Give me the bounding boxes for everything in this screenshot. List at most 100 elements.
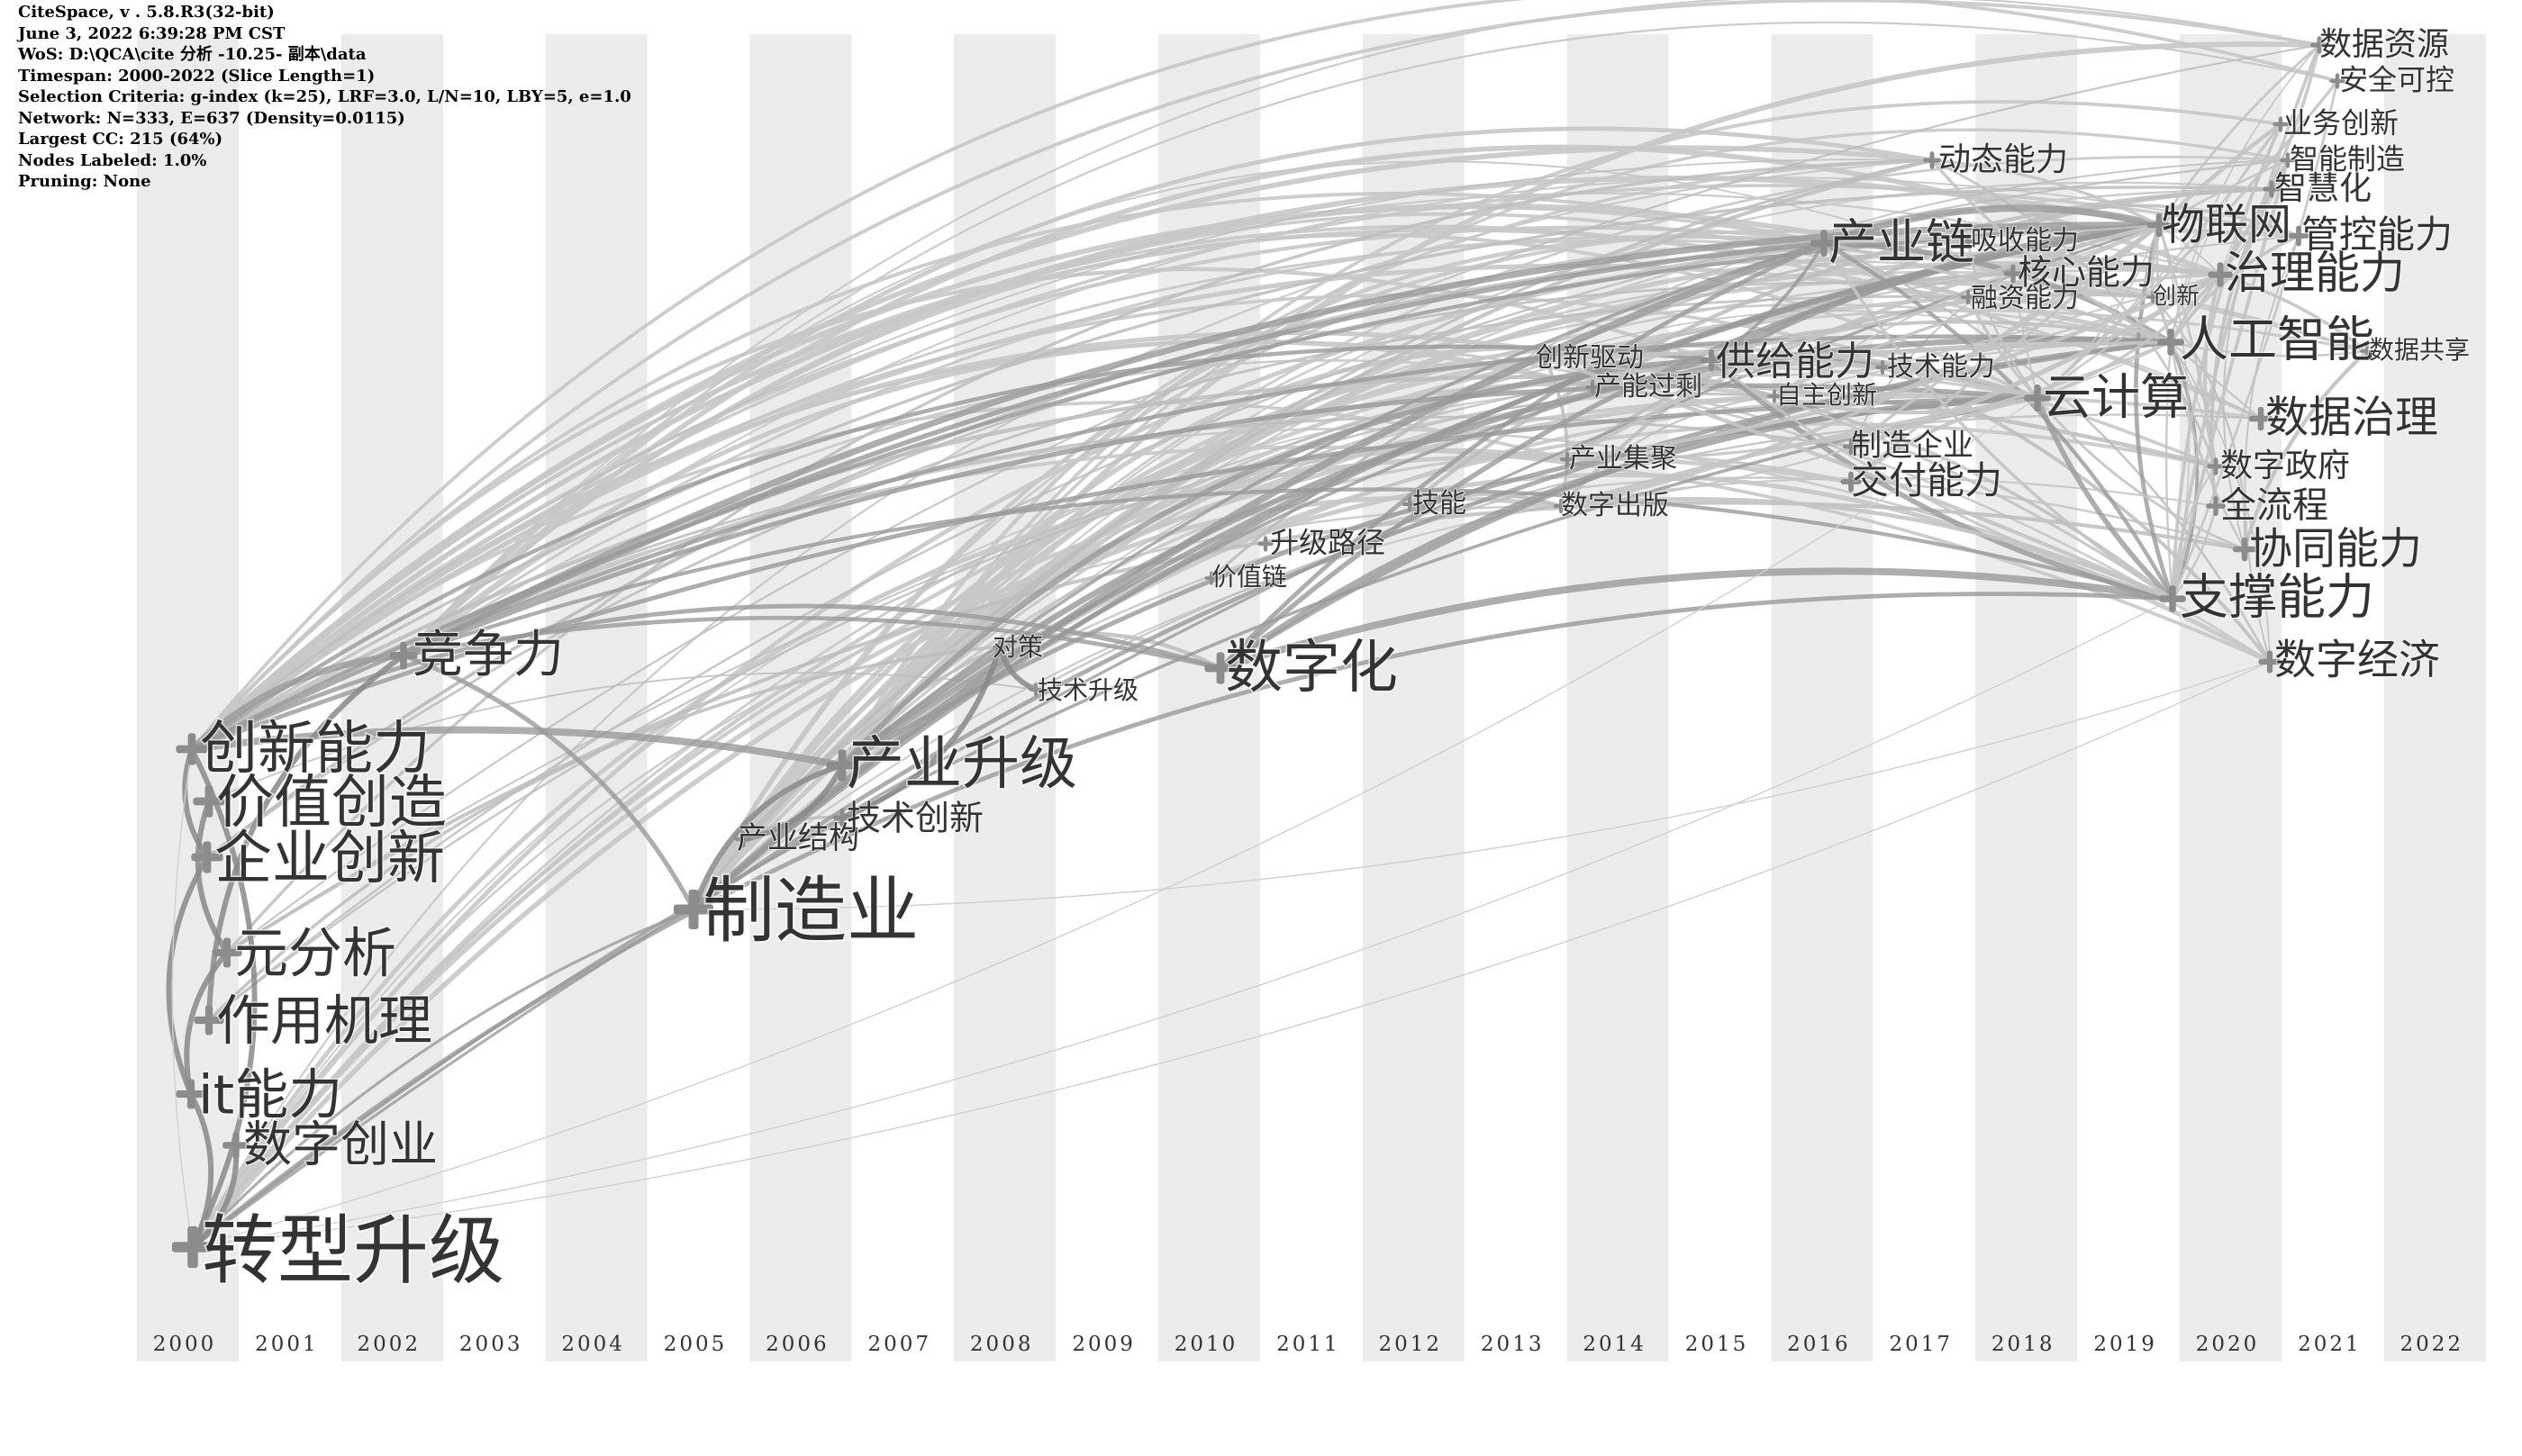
keyword-node[interactable] — [2288, 225, 2309, 247]
keyword-label[interactable]: 支撑能力 — [2179, 567, 2376, 627]
keyword-label[interactable]: 技能 — [1411, 487, 1467, 520]
keyword-node[interactable] — [2273, 116, 2289, 132]
keyword-node[interactable] — [1257, 536, 1274, 552]
keyword-label[interactable]: 数字出版 — [1560, 489, 1670, 522]
keyword-node[interactable] — [1767, 389, 1782, 403]
keyword-label[interactable]: 产能过剩 — [1593, 370, 1703, 403]
keyword-node[interactable] — [2146, 213, 2172, 238]
keyword-label[interactable]: 升级路径 — [1269, 525, 1386, 561]
keyword-node[interactable] — [176, 1079, 206, 1109]
keyword-node[interactable] — [1537, 350, 1553, 366]
keyword-label[interactable]: 技术创新 — [846, 798, 984, 839]
keyword-label[interactable]: 数字化 — [1223, 633, 1399, 702]
keyword-label[interactable]: 吸收能力 — [1970, 224, 2080, 258]
keyword-label[interactable]: 元分析 — [233, 921, 398, 987]
keyword-label[interactable]: 动态能力 — [1937, 140, 2069, 179]
keyword-label[interactable]: 数字经济 — [2273, 634, 2441, 684]
keyword-label[interactable]: 产业链 — [1828, 213, 1976, 272]
keyword-label[interactable]: 数据治理 — [2264, 391, 2439, 443]
keyword-label[interactable]: 企业创新 — [213, 824, 446, 893]
keyword-label[interactable]: 数字创业 — [242, 1115, 440, 1174]
keyword-label[interactable]: 数据共享 — [2368, 334, 2471, 366]
keyword-node[interactable] — [1923, 151, 1941, 169]
keyword-node[interactable] — [1584, 379, 1601, 395]
keyword-label[interactable]: 数据资源 — [2318, 25, 2450, 64]
keyword-label[interactable]: 物联网 — [2161, 198, 2292, 250]
keyword-label[interactable]: 价值创造 — [214, 768, 448, 837]
keyword-label[interactable]: 创新 — [2152, 282, 2200, 311]
keyword-label[interactable]: 安全可控 — [2338, 62, 2455, 98]
keyword-node[interactable] — [222, 1132, 249, 1159]
keyword-node[interactable] — [2208, 262, 2233, 287]
keyword-node[interactable] — [674, 890, 713, 929]
keyword-node[interactable] — [1700, 348, 1723, 372]
keyword-label[interactable]: 云计算 — [2042, 367, 2191, 427]
keyword-label[interactable]: 业务创新 — [2282, 105, 2400, 141]
keyword-label[interactable]: 产业结构 — [736, 819, 860, 857]
keyword-node[interactable] — [2157, 329, 2184, 356]
keyword-label[interactable]: 转型升级 — [200, 1205, 506, 1297]
keyword-node[interactable] — [2003, 264, 2023, 284]
keyword-node[interactable] — [191, 841, 223, 873]
keyword-node[interactable] — [176, 733, 208, 765]
keyword-label[interactable]: 制造业 — [701, 867, 921, 954]
keyword-node[interactable] — [2360, 344, 2374, 358]
keyword-node[interactable] — [2280, 152, 2296, 168]
keyword-label[interactable]: 供给能力 — [1715, 338, 1875, 385]
keyword-label[interactable]: 核心能力 — [2017, 252, 2155, 294]
keyword-node[interactable] — [2206, 496, 2226, 516]
keyword-node[interactable] — [2232, 537, 2257, 562]
keyword-label[interactable]: 管控能力 — [2300, 212, 2454, 258]
keyword-node[interactable] — [2310, 36, 2328, 54]
keyword-node[interactable] — [2146, 290, 2160, 304]
keyword-node[interactable] — [2024, 384, 2051, 411]
keyword-node[interactable] — [1842, 438, 1860, 456]
keyword-node[interactable] — [1204, 571, 1219, 585]
keyword-node[interactable] — [389, 641, 418, 670]
keyword-node[interactable] — [2207, 457, 2225, 475]
keyword-label[interactable]: 智能制造 — [2289, 141, 2406, 177]
keyword-label[interactable]: 作用机理 — [215, 989, 434, 1054]
keyword-node[interactable] — [1029, 683, 1043, 697]
keyword-label[interactable]: 竞争力 — [412, 625, 566, 686]
keyword-label[interactable]: 对策 — [992, 631, 1044, 663]
keyword-node[interactable] — [2263, 180, 2281, 198]
keyword-label[interactable]: 全流程 — [2219, 484, 2329, 527]
keyword-node[interactable] — [2159, 585, 2186, 612]
keyword-label[interactable]: 协同能力 — [2248, 522, 2423, 574]
keyword-label[interactable]: 融资能力 — [1970, 282, 2080, 315]
keyword-label[interactable]: 自主创新 — [1775, 379, 1878, 411]
keyword-node[interactable] — [1874, 359, 1891, 375]
keyword-node[interactable] — [1559, 451, 1575, 467]
keyword-node[interactable] — [1553, 498, 1569, 514]
keyword-label[interactable]: 创新驱动 — [1535, 341, 1645, 375]
keyword-label[interactable]: 创新能力 — [198, 714, 431, 783]
keyword-label[interactable]: 交付能力 — [1850, 457, 2003, 503]
keyword-node[interactable] — [193, 785, 225, 818]
keyword-node[interactable] — [1960, 289, 1976, 305]
keyword-label[interactable]: 智慧化 — [2273, 169, 2372, 208]
keyword-node[interactable] — [832, 808, 852, 827]
keyword-label[interactable]: 价值链 — [1211, 561, 1288, 592]
keyword-label[interactable]: 产业升级 — [845, 729, 1078, 799]
keyword-node[interactable] — [993, 639, 1007, 654]
keyword-node[interactable] — [2248, 406, 2273, 431]
keyword-label[interactable]: 技术升级 — [1037, 674, 1139, 706]
keyword-node[interactable] — [734, 830, 752, 848]
keyword-node[interactable] — [212, 937, 242, 968]
keyword-label[interactable]: 产业集聚 — [1568, 442, 1678, 475]
keyword-node[interactable] — [194, 1005, 224, 1035]
keyword-node[interactable] — [171, 1225, 214, 1269]
keyword-label[interactable]: 治理能力 — [2224, 246, 2407, 301]
keyword-label[interactable]: it能力 — [197, 1063, 344, 1128]
keyword-node[interactable] — [1960, 233, 1976, 249]
keyword-node[interactable] — [2258, 650, 2282, 674]
keyword-node[interactable] — [1402, 496, 1418, 512]
keyword-node[interactable] — [1810, 230, 1837, 257]
keyword-node[interactable] — [1840, 471, 1862, 493]
keyword-node[interactable] — [2329, 73, 2345, 89]
keyword-label[interactable]: 数字政府 — [2219, 447, 2351, 485]
keyword-label[interactable]: 制造企业 — [1850, 427, 1974, 465]
keyword-label[interactable]: 人工智能 — [2179, 310, 2376, 369]
keyword-label[interactable]: 技术能力 — [1886, 350, 1996, 384]
